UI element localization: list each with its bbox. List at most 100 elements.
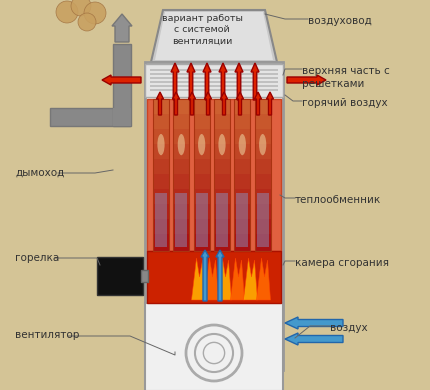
- Polygon shape: [155, 12, 273, 60]
- Text: воздух: воздух: [330, 323, 368, 333]
- FancyArrow shape: [267, 92, 273, 115]
- Bar: [173, 114, 189, 131]
- Bar: [255, 99, 270, 116]
- Bar: [153, 189, 169, 206]
- Circle shape: [84, 2, 106, 24]
- Bar: [234, 99, 250, 116]
- Bar: [194, 189, 210, 206]
- FancyArrow shape: [172, 92, 179, 115]
- Bar: [173, 99, 189, 116]
- Bar: [153, 219, 169, 236]
- FancyArrow shape: [237, 92, 243, 115]
- Bar: [234, 114, 250, 131]
- Ellipse shape: [198, 134, 205, 155]
- FancyArrow shape: [157, 92, 163, 115]
- Bar: [194, 144, 210, 161]
- FancyArrow shape: [285, 333, 343, 345]
- Bar: [255, 114, 270, 131]
- Bar: [113, 44, 131, 126]
- Bar: [214, 234, 230, 251]
- Text: горячий воздух: горячий воздух: [302, 98, 387, 108]
- Bar: [147, 99, 281, 251]
- Bar: [196, 193, 208, 247]
- Circle shape: [71, 0, 91, 16]
- FancyArrow shape: [255, 92, 261, 115]
- Polygon shape: [205, 258, 218, 300]
- Bar: [194, 234, 210, 251]
- Polygon shape: [151, 10, 277, 62]
- Ellipse shape: [259, 134, 266, 155]
- Bar: [214, 114, 230, 131]
- Bar: [234, 159, 250, 176]
- FancyArrow shape: [188, 92, 196, 115]
- Bar: [234, 204, 250, 221]
- Bar: [194, 129, 210, 146]
- Bar: [194, 114, 210, 131]
- Bar: [173, 129, 189, 146]
- Bar: [255, 159, 270, 176]
- Text: дымоход: дымоход: [15, 168, 64, 178]
- Bar: [155, 193, 167, 247]
- Bar: [173, 234, 189, 251]
- Bar: [214, 219, 230, 236]
- Bar: [214, 189, 230, 206]
- Bar: [214, 129, 230, 146]
- Bar: [214, 144, 230, 161]
- Bar: [153, 234, 169, 251]
- FancyArrow shape: [205, 92, 212, 115]
- Polygon shape: [218, 258, 231, 300]
- Text: верхняя часть с
решетками: верхняя часть с решетками: [302, 66, 390, 89]
- Bar: [173, 204, 189, 221]
- Bar: [50, 108, 130, 126]
- Polygon shape: [243, 258, 258, 300]
- Text: горелка: горелка: [15, 253, 59, 263]
- Bar: [173, 99, 189, 251]
- Bar: [234, 144, 250, 161]
- Bar: [173, 174, 189, 191]
- Bar: [153, 159, 169, 176]
- FancyArrow shape: [235, 63, 243, 100]
- Bar: [255, 174, 270, 191]
- FancyArrow shape: [285, 317, 343, 329]
- FancyArrow shape: [203, 63, 211, 100]
- Bar: [255, 129, 270, 146]
- Bar: [153, 129, 169, 146]
- Bar: [153, 114, 169, 131]
- Bar: [153, 144, 169, 161]
- Bar: [255, 204, 270, 221]
- Bar: [153, 174, 169, 191]
- Bar: [173, 159, 189, 176]
- Bar: [150, 85, 278, 87]
- Bar: [153, 99, 169, 251]
- Bar: [113, 108, 131, 126]
- Bar: [214, 204, 230, 221]
- Circle shape: [78, 13, 96, 31]
- Text: вариант работы
с системой
вентиляции: вариант работы с системой вентиляции: [162, 14, 243, 46]
- Bar: [97, 257, 143, 295]
- Bar: [153, 204, 169, 221]
- Bar: [153, 99, 169, 116]
- Bar: [234, 234, 250, 251]
- Bar: [255, 219, 270, 236]
- Bar: [173, 219, 189, 236]
- Ellipse shape: [157, 134, 165, 155]
- Bar: [145, 64, 283, 97]
- FancyArrow shape: [171, 63, 179, 100]
- Circle shape: [56, 1, 78, 23]
- Bar: [214, 99, 230, 116]
- FancyArrow shape: [201, 250, 209, 301]
- Polygon shape: [191, 258, 206, 300]
- FancyArrow shape: [216, 250, 224, 301]
- Bar: [237, 193, 249, 247]
- Text: теплообменник: теплообменник: [295, 195, 381, 205]
- Text: воздуховод: воздуховод: [308, 16, 372, 26]
- FancyArrow shape: [187, 63, 195, 100]
- Bar: [234, 174, 250, 191]
- FancyArrow shape: [219, 63, 227, 100]
- Bar: [150, 69, 278, 71]
- Bar: [194, 219, 210, 236]
- Text: вентилятор: вентилятор: [15, 330, 80, 340]
- Polygon shape: [257, 258, 270, 300]
- Bar: [194, 174, 210, 191]
- Bar: [173, 189, 189, 206]
